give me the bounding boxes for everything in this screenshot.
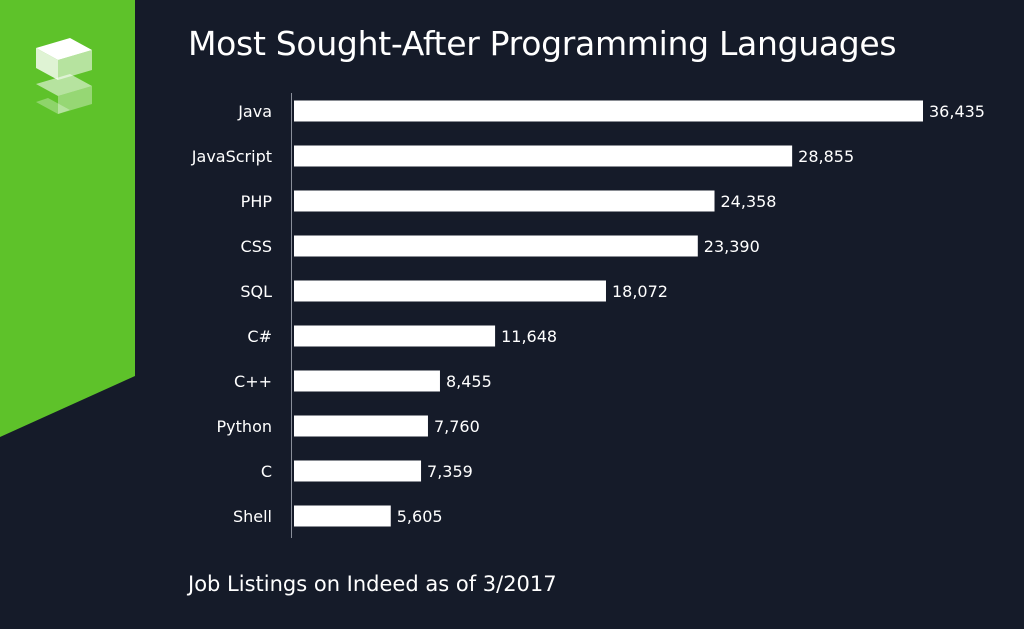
value-label: 24,358 xyxy=(721,192,777,211)
value-label: 11,648 xyxy=(501,327,557,346)
value-label: 7,760 xyxy=(434,417,480,436)
category-label: C# xyxy=(247,327,272,346)
bar-shell xyxy=(294,505,391,527)
value-label: 7,359 xyxy=(427,462,473,481)
brand-panel xyxy=(0,0,135,437)
category-label: CSS xyxy=(241,237,272,256)
value-label: 36,435 xyxy=(929,102,985,121)
value-label: 5,605 xyxy=(397,507,443,526)
category-label: Java xyxy=(237,102,272,121)
logo-icon xyxy=(36,38,92,114)
page-title: Most Sought-After Programming Languages xyxy=(188,24,897,63)
bar-php xyxy=(294,190,715,212)
bar-c- xyxy=(294,370,440,392)
chart-subtitle: Job Listings on Indeed as of 3/2017 xyxy=(188,572,557,596)
category-label: SQL xyxy=(240,282,272,301)
value-label: 23,390 xyxy=(704,237,760,256)
bar-python xyxy=(294,415,428,437)
bar-javascript xyxy=(294,145,793,167)
category-label: C xyxy=(261,462,272,481)
value-label: 18,072 xyxy=(612,282,668,301)
category-label: Shell xyxy=(233,507,272,526)
category-label: PHP xyxy=(241,192,273,211)
bar-c- xyxy=(294,325,496,347)
value-label: 8,455 xyxy=(446,372,492,391)
bar-css xyxy=(294,235,698,257)
category-label: JavaScript xyxy=(191,147,272,166)
bar-c xyxy=(294,460,422,482)
bar-java xyxy=(294,100,923,122)
accent-shape xyxy=(0,0,135,437)
category-label: C++ xyxy=(234,372,272,391)
bar-sql xyxy=(294,280,606,302)
category-label: Python xyxy=(217,417,272,436)
value-label: 28,855 xyxy=(798,147,854,166)
